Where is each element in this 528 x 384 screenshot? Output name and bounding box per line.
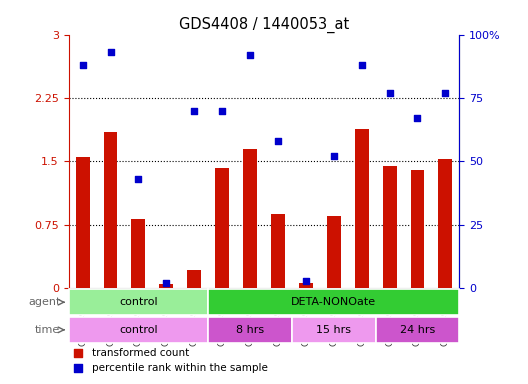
Bar [76,157,90,288]
Bar [411,170,425,288]
Bar [299,283,313,288]
Bar [327,217,341,288]
Text: DETA-NONOate: DETA-NONOate [291,297,376,307]
Point [74,365,82,371]
Bar [69,316,208,343]
Point [246,52,254,58]
Bar [103,132,117,288]
Bar [187,270,201,288]
Text: control: control [119,297,158,307]
Text: transformed count: transformed count [92,348,190,358]
Text: agent: agent [28,297,60,307]
Point [78,62,87,68]
Bar [159,284,173,288]
Point [357,62,366,68]
Point [190,108,199,114]
Point [385,90,394,96]
Text: control: control [119,325,158,335]
Point [74,350,82,356]
Text: 8 hrs: 8 hrs [236,325,264,335]
Bar [355,129,369,288]
Text: 24 hrs: 24 hrs [400,325,435,335]
Bar [271,214,285,288]
Text: 15 hrs: 15 hrs [316,325,351,335]
Bar [375,316,459,343]
Point [301,278,310,284]
Point [441,90,450,96]
Bar [292,316,375,343]
Bar [383,166,397,288]
Point [162,280,171,286]
Text: percentile rank within the sample: percentile rank within the sample [92,363,268,373]
Bar [438,159,452,288]
Point [274,138,282,144]
Point [134,176,143,182]
Bar [131,219,145,288]
Point [218,108,227,114]
Bar [243,149,257,288]
Bar [208,316,292,343]
Point [413,115,422,121]
Point [329,153,338,159]
Bar [208,289,459,316]
Bar [215,168,229,288]
Title: GDS4408 / 1440053_at: GDS4408 / 1440053_at [179,17,349,33]
Text: time: time [35,325,60,335]
Point [106,49,115,55]
Bar [69,289,208,316]
